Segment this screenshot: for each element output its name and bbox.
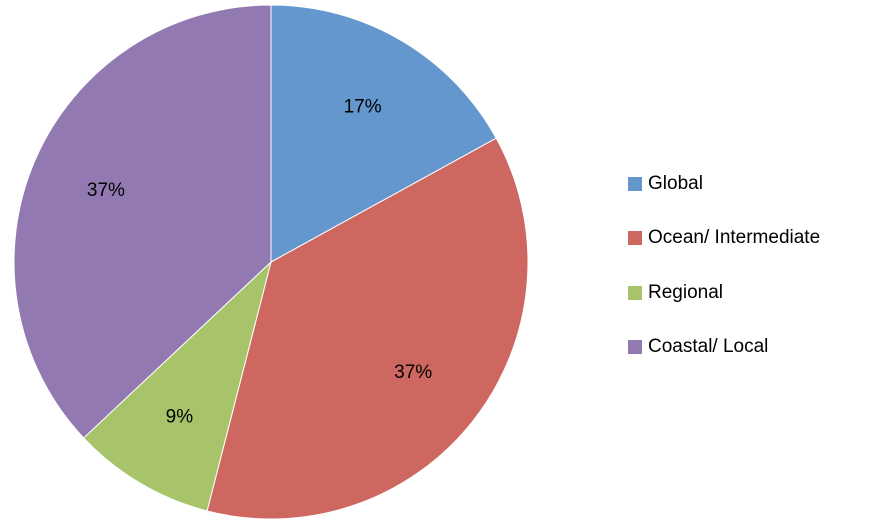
legend: Global Ocean/ Intermediate Regional Coastal… xyxy=(628,170,883,388)
legend-label: Global xyxy=(648,172,703,194)
pie-slice-global xyxy=(270,4,497,263)
data-label-coastal-local: 37% xyxy=(87,180,125,201)
legend-item-regional: Regional xyxy=(628,279,883,306)
data-label-regional: 9% xyxy=(166,406,194,427)
legend-label: Regional xyxy=(648,281,723,303)
legend-swatch xyxy=(628,231,642,245)
pie-data-labels: 17% 37% 9% 37% xyxy=(87,97,432,428)
data-label-ocean-intermediate: 37% xyxy=(394,362,432,383)
legend-swatch xyxy=(628,176,642,191)
data-label-global: 17% xyxy=(344,97,382,118)
legend-item-coastal-local: Coastal/ Local xyxy=(628,334,883,361)
pie-slice-ocean-intermediate xyxy=(206,137,529,520)
legend-swatch xyxy=(628,285,642,300)
pie-slice-regional xyxy=(82,260,272,512)
pie-slice-coastal-local xyxy=(13,4,272,439)
legend-label: Ocean/ Intermediate xyxy=(648,227,821,248)
legend-swatch xyxy=(628,340,642,354)
pie-slices xyxy=(13,4,529,520)
legend-label: Coastal/ Local xyxy=(648,336,769,357)
legend-item-global: Global xyxy=(628,170,883,197)
legend-item-ocean-intermediate: Ocean/ Intermediate xyxy=(628,225,883,252)
